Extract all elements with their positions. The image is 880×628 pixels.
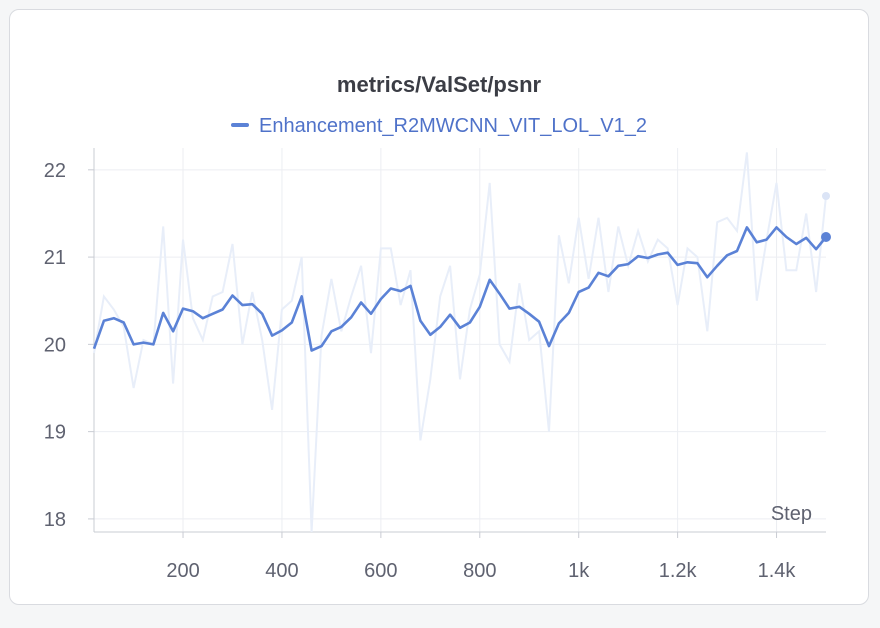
x-tick-label: 1.4k (758, 560, 797, 582)
y-tick-label: 18 (44, 509, 66, 531)
y-tick-label: 20 (44, 334, 66, 356)
x-tick-label: 1.2k (659, 560, 698, 582)
legend-label: Enhancement_R2MWCNN_VIT_LOL_V1_2 (259, 115, 647, 137)
x-tick-label: 400 (265, 560, 298, 582)
y-tick-label: 22 (44, 160, 66, 182)
y-tick-label: 19 (44, 422, 66, 444)
series-endpoints (821, 192, 831, 243)
grid (94, 148, 826, 532)
series-raw-line (93, 152, 827, 533)
x-tick-label: 600 (364, 560, 397, 582)
legend-swatch (231, 122, 250, 127)
x-axis-ticks: 200 400 600 800 1k 1.2k 1.4k (166, 532, 796, 582)
chart-title: metrics/ValSet/psnr (336, 72, 542, 97)
axes (93, 148, 826, 533)
series-smoothed-line (92, 226, 828, 352)
y-tick-label: 21 (44, 247, 66, 269)
raw-endpoint (822, 192, 830, 200)
x-tick-label: 800 (463, 560, 496, 582)
x-axis-label: Step (771, 503, 812, 525)
x-tick-label: 1k (568, 560, 590, 582)
smoothed-endpoint (821, 232, 831, 243)
legend[interactable]: Enhancement_R2MWCNN_VIT_LOL_V1_2 (10, 115, 868, 138)
y-axis-ticks: 18 19 20 21 22 (44, 160, 94, 531)
x-tick-label: 200 (166, 560, 199, 582)
